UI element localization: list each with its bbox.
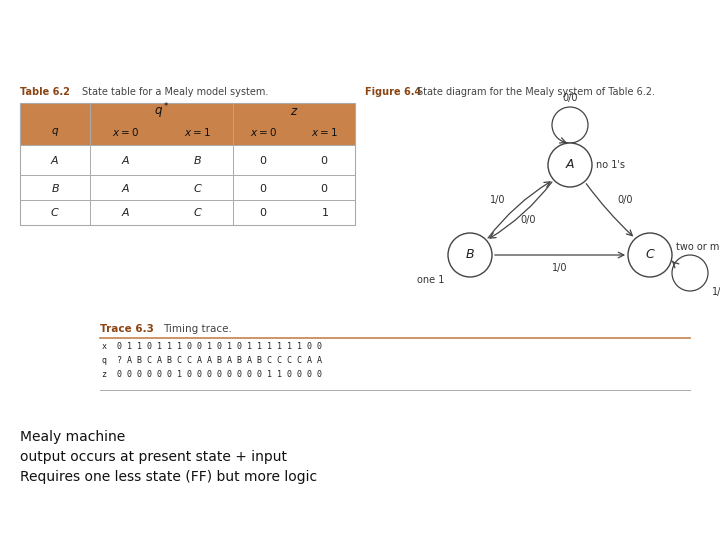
Text: Table 6.2: Table 6.2	[20, 87, 70, 97]
Text: 1/0: 1/0	[552, 263, 568, 273]
Text: Mealy machine: Mealy machine	[20, 430, 125, 444]
Circle shape	[628, 233, 672, 277]
Text: 0/0: 0/0	[562, 93, 577, 103]
Text: output occurs at present state + input: output occurs at present state + input	[20, 450, 287, 464]
Text: State diagram for the Mealy system of Table 6.2.: State diagram for the Mealy system of Ta…	[417, 87, 655, 97]
Text: $0$: $0$	[320, 181, 328, 193]
Text: $x=0$: $x=0$	[250, 126, 277, 138]
Text: $A$: $A$	[121, 206, 131, 219]
Text: two or more 1's: two or more 1's	[676, 242, 720, 252]
Text: C: C	[646, 248, 654, 261]
Text: 1/1: 1/1	[712, 287, 720, 297]
Text: 1/0: 1/0	[490, 195, 505, 205]
Text: $A$: $A$	[50, 154, 60, 166]
Text: x  0 1 1 0 1 1 1 0 0 1 0 1 0 1 1 1 1 1 1 0 0: x 0 1 1 0 1 1 1 0 0 1 0 1 0 1 1 1 1 1 1 …	[102, 342, 322, 351]
Text: $x=1$: $x=1$	[184, 126, 211, 138]
Text: Requires one less state (FF) but more logic: Requires one less state (FF) but more lo…	[20, 470, 317, 484]
Circle shape	[548, 143, 592, 187]
Text: $B$: $B$	[193, 154, 202, 166]
Circle shape	[448, 233, 492, 277]
Text: Trace 6.3: Trace 6.3	[100, 324, 154, 334]
Text: $A$: $A$	[121, 154, 131, 166]
Text: Figure 6.4: Figure 6.4	[365, 87, 421, 97]
Bar	[20, 103, 355, 225]
Text: $0$: $0$	[259, 206, 268, 219]
Text: $x=1$: $x=1$	[311, 126, 338, 138]
Text: $A$: $A$	[121, 181, 131, 193]
Text: $0$: $0$	[259, 154, 268, 166]
Text: A: A	[566, 159, 575, 172]
Text: $1$: $1$	[320, 206, 328, 219]
Text: $x=0$: $x=0$	[112, 126, 140, 138]
Text: z  0 0 0 0 0 0 1 0 0 0 0 0 0 0 0 1 1 0 0 0 0: z 0 0 0 0 0 0 1 0 0 0 0 0 0 0 0 1 1 0 0 …	[102, 370, 322, 379]
Bar	[20, 145, 355, 225]
Text: $B$: $B$	[50, 181, 60, 193]
Text: one 1: one 1	[417, 275, 444, 285]
Text: $C$: $C$	[193, 206, 202, 219]
Text: $C$: $C$	[50, 206, 60, 219]
Text: no 1's: no 1's	[596, 160, 625, 170]
Text: q  ? A B C A B C C A A B A B A B C C C C A A: q ? A B C A B C C A A B A B A B C C C C …	[102, 356, 322, 365]
Text: $z$: $z$	[289, 105, 298, 118]
Text: State table for a Mealy model system.: State table for a Mealy model system.	[82, 87, 269, 97]
Text: 0/0: 0/0	[521, 215, 536, 225]
Text: $0$: $0$	[259, 181, 268, 193]
Text: $q^*$: $q^*$	[153, 102, 169, 122]
Text: $q$: $q$	[51, 126, 59, 138]
Text: $C$: $C$	[193, 181, 202, 193]
Text: $0$: $0$	[320, 154, 328, 166]
Text: 0/0: 0/0	[617, 195, 633, 205]
Bar	[20, 103, 355, 145]
Text: Timing trace.: Timing trace.	[163, 324, 232, 334]
Text: B: B	[466, 248, 474, 261]
